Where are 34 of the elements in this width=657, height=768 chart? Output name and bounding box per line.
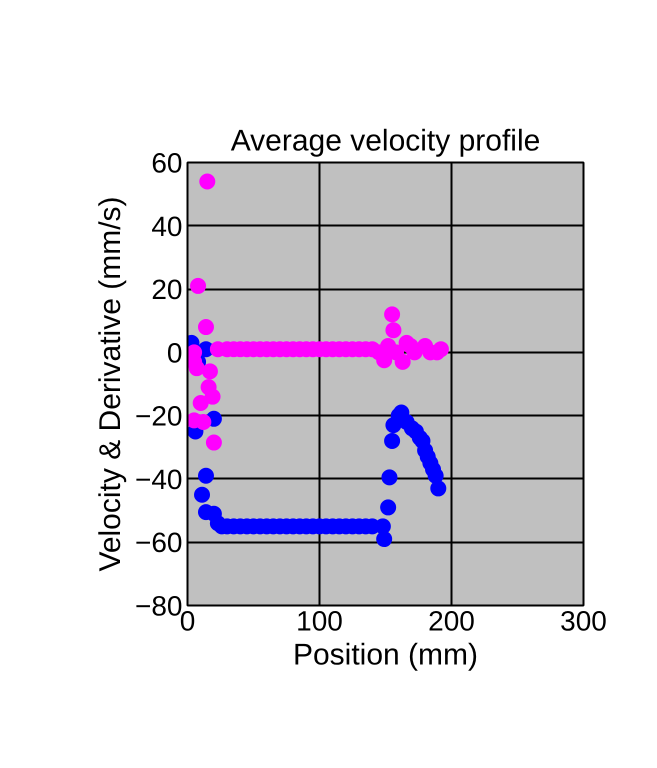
point [206, 434, 222, 451]
point [381, 469, 398, 486]
y-tick-label: −40 [135, 464, 183, 495]
y-axis-title: Velocity & Derivative (mm/s) [94, 196, 128, 572]
point [190, 278, 206, 294]
y-tick-label: −20 [135, 400, 183, 432]
point [384, 432, 400, 449]
point [198, 468, 214, 484]
y-tick-label: 40 [151, 210, 183, 242]
point [194, 486, 210, 503]
point [376, 352, 392, 368]
point [384, 306, 400, 322]
y-tick-label: −60 [135, 527, 183, 558]
point [394, 354, 411, 370]
point [428, 468, 444, 484]
y-tick-label: 0 [166, 337, 183, 368]
x-tick-label: 300 [560, 606, 607, 636]
point [432, 341, 449, 358]
y-tick-label: 20 [151, 274, 183, 306]
point [202, 363, 218, 380]
point [192, 395, 209, 411]
x-axis-title: Position (mm) [292, 638, 478, 672]
point [380, 499, 396, 516]
point [198, 319, 214, 336]
x-tick-label: 200 [428, 606, 475, 636]
point [376, 531, 392, 548]
point [188, 360, 205, 376]
point [199, 174, 216, 190]
point [430, 480, 446, 496]
y-tick-label: 60 [151, 148, 183, 178]
point [204, 388, 221, 405]
x-tick-label: 100 [296, 606, 343, 636]
point [385, 322, 402, 338]
chart-title: Average velocity profile [230, 124, 540, 158]
